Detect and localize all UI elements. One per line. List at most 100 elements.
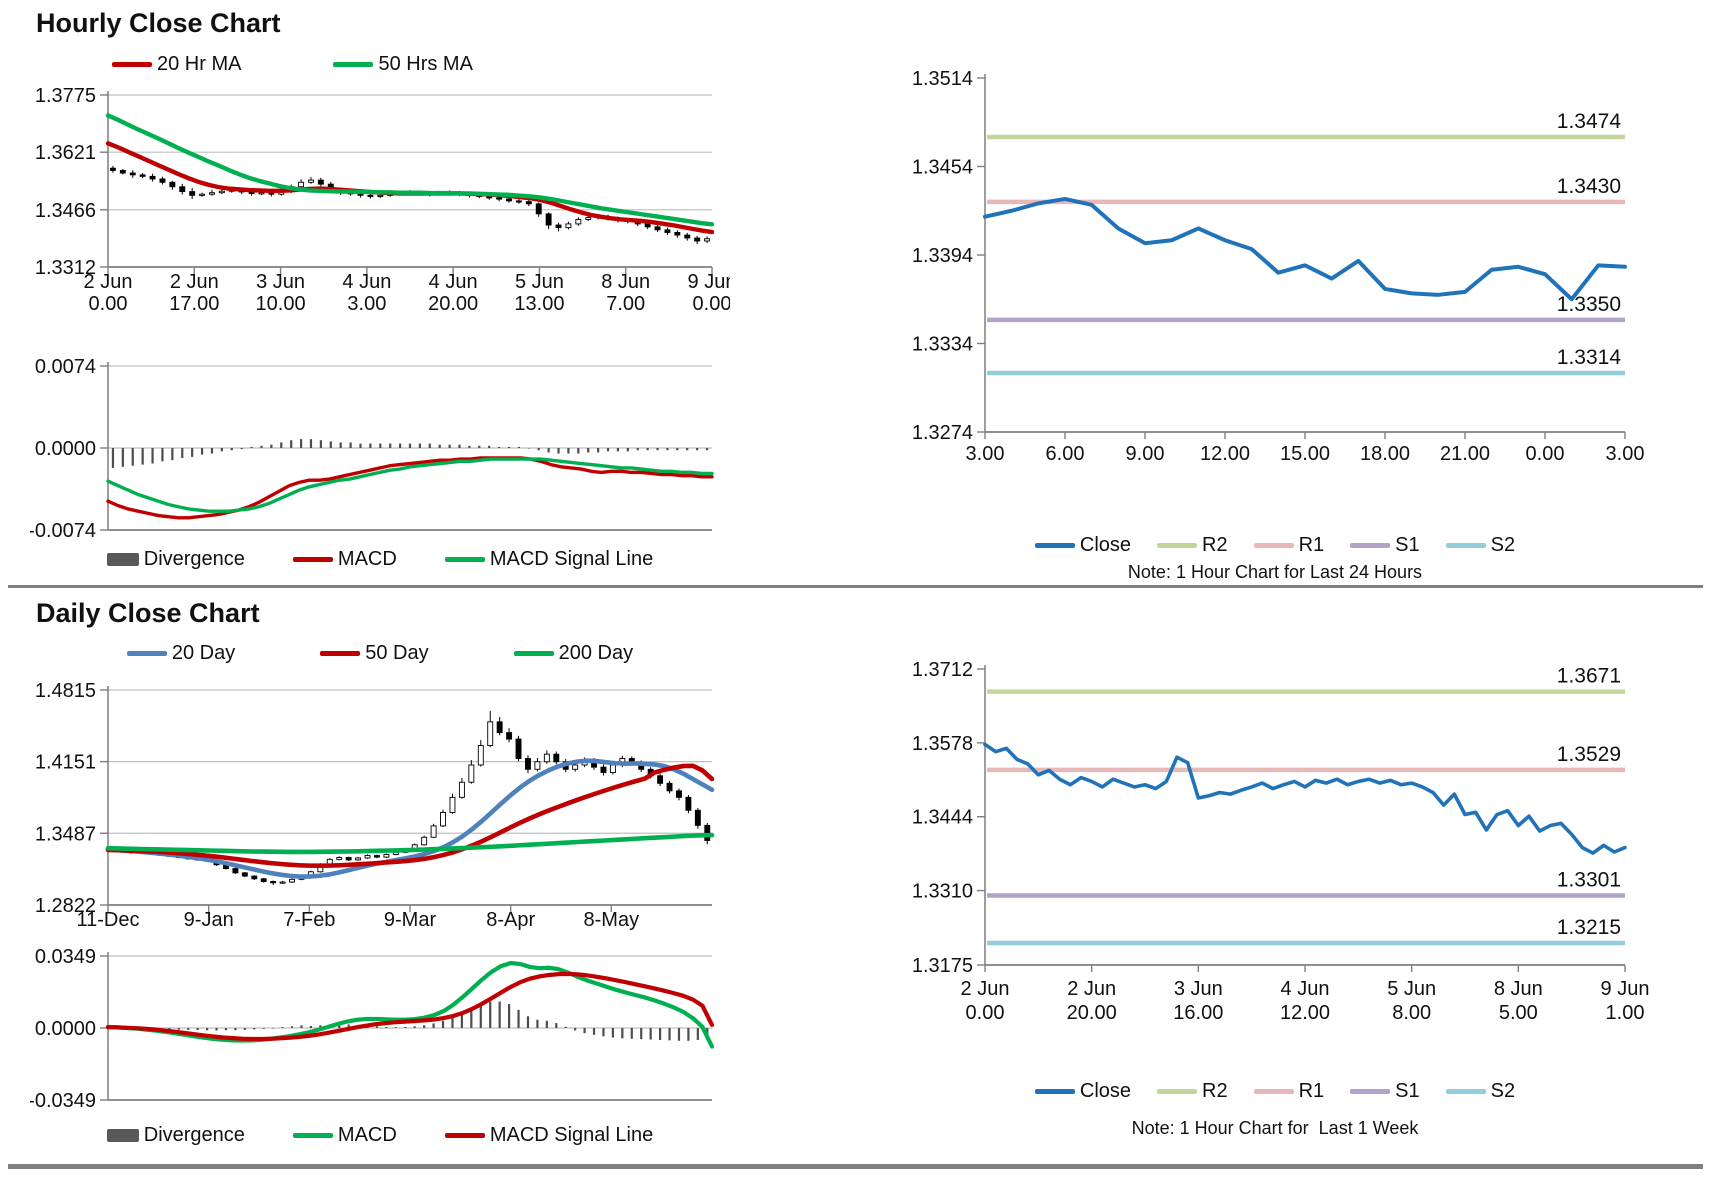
legend-item-divergence: Divergence xyxy=(106,548,245,571)
legend-item-20-day: 20 Day xyxy=(126,642,235,665)
svg-text:1.3487: 1.3487 xyxy=(35,823,96,845)
svg-text:2 Jun: 2 Jun xyxy=(170,271,219,293)
svg-text:20.00: 20.00 xyxy=(1067,1002,1117,1024)
svg-text:1.3712: 1.3712 xyxy=(912,659,973,681)
weekly-close xyxy=(983,742,1627,855)
svg-text:1.3621: 1.3621 xyxy=(35,142,96,164)
legend-item-r2: R2 xyxy=(1157,534,1228,557)
daily-macd-legend: Divergence MACD MACD Signal Line xyxy=(30,1124,730,1147)
legend-item-s2: S2 xyxy=(1445,1080,1515,1103)
hourly-macd-legend: Divergence MACD MACD Signal Line xyxy=(30,548,730,571)
legend-swatch xyxy=(292,1133,333,1138)
legend-swatch xyxy=(292,557,333,562)
legend-label: 50 Hrs MA xyxy=(378,53,473,75)
legend-label: Divergence xyxy=(143,548,245,570)
pivot-line-r1: 1.3430 xyxy=(987,175,1625,205)
svg-text:0.0074: 0.0074 xyxy=(35,356,96,378)
svg-text:2 Jun: 2 Jun xyxy=(84,271,133,293)
legend-item-20-hr-ma: 20 Hr MA xyxy=(112,53,241,76)
hourly-macd-line xyxy=(106,456,714,520)
hourly-candles xyxy=(110,165,710,244)
legend-swatch xyxy=(1034,543,1075,548)
legend-swatch xyxy=(1157,1089,1198,1094)
svg-text:8-May: 8-May xyxy=(584,909,640,931)
svg-text:1.00: 1.00 xyxy=(1606,1002,1645,1024)
svg-text:8 Jun: 8 Jun xyxy=(1494,978,1543,1000)
svg-text:0.00: 0.00 xyxy=(1526,443,1565,465)
hourly-macd-signal xyxy=(106,457,714,513)
svg-text:1.3312: 1.3312 xyxy=(35,257,96,279)
svg-text:21.00: 21.00 xyxy=(1440,443,1490,465)
legend-label: R2 xyxy=(1202,534,1228,556)
svg-text:7-Feb: 7-Feb xyxy=(283,909,335,931)
svg-text:1.3215: 1.3215 xyxy=(1557,916,1621,939)
legend-swatch xyxy=(126,651,167,656)
svg-text:1.3454: 1.3454 xyxy=(912,157,973,179)
legend-swatch xyxy=(1445,1089,1486,1094)
svg-text:8.00: 8.00 xyxy=(1392,1002,1431,1024)
legend-item-r2: R2 xyxy=(1157,1080,1228,1103)
legend-swatch xyxy=(333,62,374,67)
pivot-line-s1: 1.3301 xyxy=(987,869,1625,898)
legend-label: Divergence xyxy=(143,1124,245,1146)
legend-swatch xyxy=(1445,543,1486,548)
svg-text:1.3314: 1.3314 xyxy=(1557,346,1622,369)
legend-swatch xyxy=(1253,1089,1294,1094)
svg-text:12.00: 12.00 xyxy=(1200,443,1250,465)
svg-text:1.3175: 1.3175 xyxy=(912,955,973,977)
svg-text:9-Mar: 9-Mar xyxy=(384,909,437,931)
svg-text:13.00: 13.00 xyxy=(514,293,564,315)
svg-text:1.3430: 1.3430 xyxy=(1557,175,1621,198)
legend-swatch xyxy=(1350,543,1391,548)
hourly-price-legend: 20 Hr MA 50 Hrs MA xyxy=(112,53,473,76)
legend-label: S2 xyxy=(1490,534,1516,556)
legend-item-r1: R1 xyxy=(1253,534,1324,557)
svg-text:2 Jun: 2 Jun xyxy=(961,978,1010,1000)
svg-text:3 Jun: 3 Jun xyxy=(1174,978,1223,1000)
pivot-line-s1: 1.3350 xyxy=(987,293,1625,323)
legend-item-s2: S2 xyxy=(1445,534,1516,557)
legend-swatch xyxy=(444,557,485,562)
daily-pivot-legend: Close R2 R1 S1 S2 xyxy=(895,1080,1655,1103)
svg-text:17.00: 17.00 xyxy=(169,293,219,315)
svg-text:18.00: 18.00 xyxy=(1360,443,1410,465)
svg-text:11-Dec: 11-Dec xyxy=(77,909,140,931)
svg-text:1.4815: 1.4815 xyxy=(35,680,96,702)
legend-swatch xyxy=(444,1133,485,1138)
hourly-macd-chart: 0.0074 0.0000 -0.0074 xyxy=(30,356,714,542)
legend-item-close: Close xyxy=(1034,1080,1131,1103)
legend-label: 200 Day xyxy=(558,642,634,664)
legend-label: MACD Signal Line xyxy=(489,1124,654,1146)
hourly-section-title: Hourly Close Chart xyxy=(36,8,281,38)
legend-label: MACD Signal Line xyxy=(489,548,654,570)
legend-swatch xyxy=(320,651,361,656)
svg-text:1.4151: 1.4151 xyxy=(35,752,96,774)
legend-item-r1: R1 xyxy=(1253,1080,1325,1103)
svg-text:5 Jun: 5 Jun xyxy=(1387,978,1436,1000)
legend-swatch xyxy=(112,62,152,67)
svg-text:1.3466: 1.3466 xyxy=(35,200,96,222)
legend-item-macd-signal-line: MACD Signal Line xyxy=(444,1124,654,1147)
svg-text:9 Jun: 9 Jun xyxy=(1601,978,1650,1000)
legend-label: R1 xyxy=(1298,1080,1325,1102)
daily-macd-signal xyxy=(105,971,715,1042)
section-separator xyxy=(8,585,1703,588)
svg-text:4 Jun: 4 Jun xyxy=(342,271,391,293)
svg-text:8 Jun: 8 Jun xyxy=(601,271,650,293)
pivot-line-r2: 1.3671 xyxy=(987,665,1625,694)
daily-macd-axes: 0.0349 0.0000 -0.0349 xyxy=(30,948,712,1112)
svg-text:9 Jun: 9 Jun xyxy=(688,271,730,293)
ma-200day xyxy=(105,832,715,855)
legend-label: Close xyxy=(1079,534,1132,556)
svg-text:9.00: 9.00 xyxy=(1126,443,1165,465)
svg-text:0.00: 0.00 xyxy=(693,293,730,315)
hourly-pivot-note: Note: 1 Hour Chart for Last 24 Hours xyxy=(1127,562,1423,582)
svg-text:3.00: 3.00 xyxy=(1606,443,1645,465)
legend-swatch xyxy=(1253,543,1294,548)
svg-text:1.3671: 1.3671 xyxy=(1557,665,1621,688)
legend-label: S1 xyxy=(1395,534,1420,556)
